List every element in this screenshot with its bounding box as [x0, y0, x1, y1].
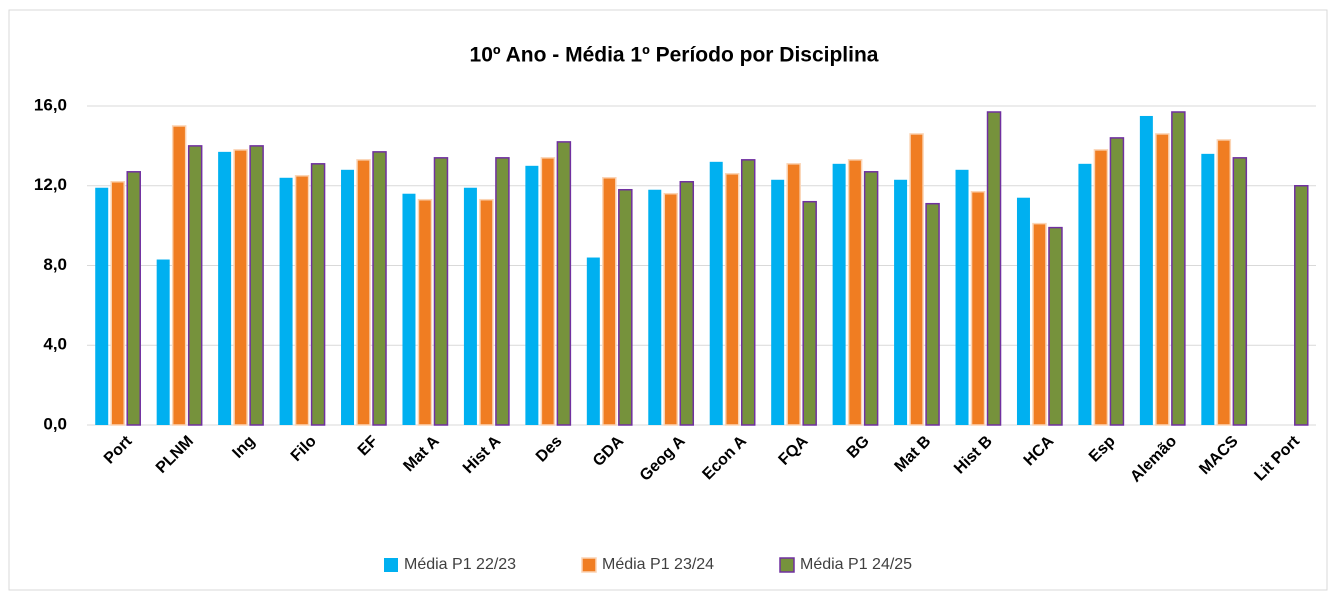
bar [679, 181, 695, 426]
legend-swatch [581, 557, 597, 573]
bar [970, 190, 986, 426]
bar [847, 159, 863, 426]
bar [586, 257, 600, 425]
bar [1093, 149, 1109, 426]
bar [618, 188, 633, 426]
bar [1232, 157, 1248, 426]
bar [1294, 185, 1309, 426]
bar [310, 163, 326, 426]
bar [233, 149, 248, 426]
bar [602, 177, 617, 426]
bar [249, 145, 264, 426]
bar [1109, 137, 1125, 426]
bar [126, 171, 141, 426]
bar [95, 187, 109, 425]
bar [540, 157, 556, 426]
bar [417, 198, 433, 426]
bar [663, 192, 679, 426]
legend-swatch [384, 558, 398, 572]
bar [832, 163, 846, 425]
bar [402, 193, 416, 425]
bar [909, 133, 924, 426]
bar [1139, 115, 1153, 425]
bar [1155, 133, 1170, 426]
legend-swatch [779, 557, 795, 573]
bar [648, 189, 662, 425]
bar [894, 179, 908, 425]
bar [156, 259, 170, 425]
y-tick-label: 16,0 [34, 95, 67, 114]
legend-label: Média P1 24/25 [800, 556, 912, 573]
bar [525, 165, 539, 425]
bar [771, 179, 785, 425]
bar [1032, 222, 1047, 426]
bar [802, 200, 817, 426]
bar [495, 157, 510, 426]
bar [218, 151, 232, 425]
bar [1201, 153, 1215, 425]
bar [1048, 226, 1063, 426]
bar [709, 161, 723, 425]
bar [786, 163, 801, 426]
bar [1016, 197, 1030, 425]
bar [986, 111, 1002, 426]
bar [341, 169, 355, 425]
bar [110, 181, 125, 426]
bar [1216, 139, 1232, 426]
legend-label: Média P1 22/23 [404, 556, 516, 573]
bar [294, 175, 310, 426]
bar [279, 177, 293, 425]
y-tick-label: 4,0 [43, 335, 67, 354]
bar [724, 173, 740, 426]
bar [925, 202, 940, 426]
bar [1171, 111, 1186, 426]
bar [740, 159, 756, 426]
legend-label: Média P1 23/24 [602, 556, 714, 573]
bar [171, 125, 187, 426]
bar [433, 157, 449, 426]
bar [479, 198, 494, 426]
bar [863, 171, 879, 426]
bar [1078, 163, 1092, 425]
y-tick-label: 8,0 [43, 255, 67, 274]
bar [463, 187, 477, 425]
y-tick-label: 0,0 [43, 414, 67, 433]
bar [955, 169, 969, 425]
chart-title: 10º Ano - Média 1º Período por Disciplin… [470, 44, 879, 67]
y-tick-label: 12,0 [34, 175, 67, 194]
bar [556, 141, 572, 426]
bar [187, 145, 203, 426]
bar [372, 151, 387, 426]
bar [356, 159, 371, 426]
